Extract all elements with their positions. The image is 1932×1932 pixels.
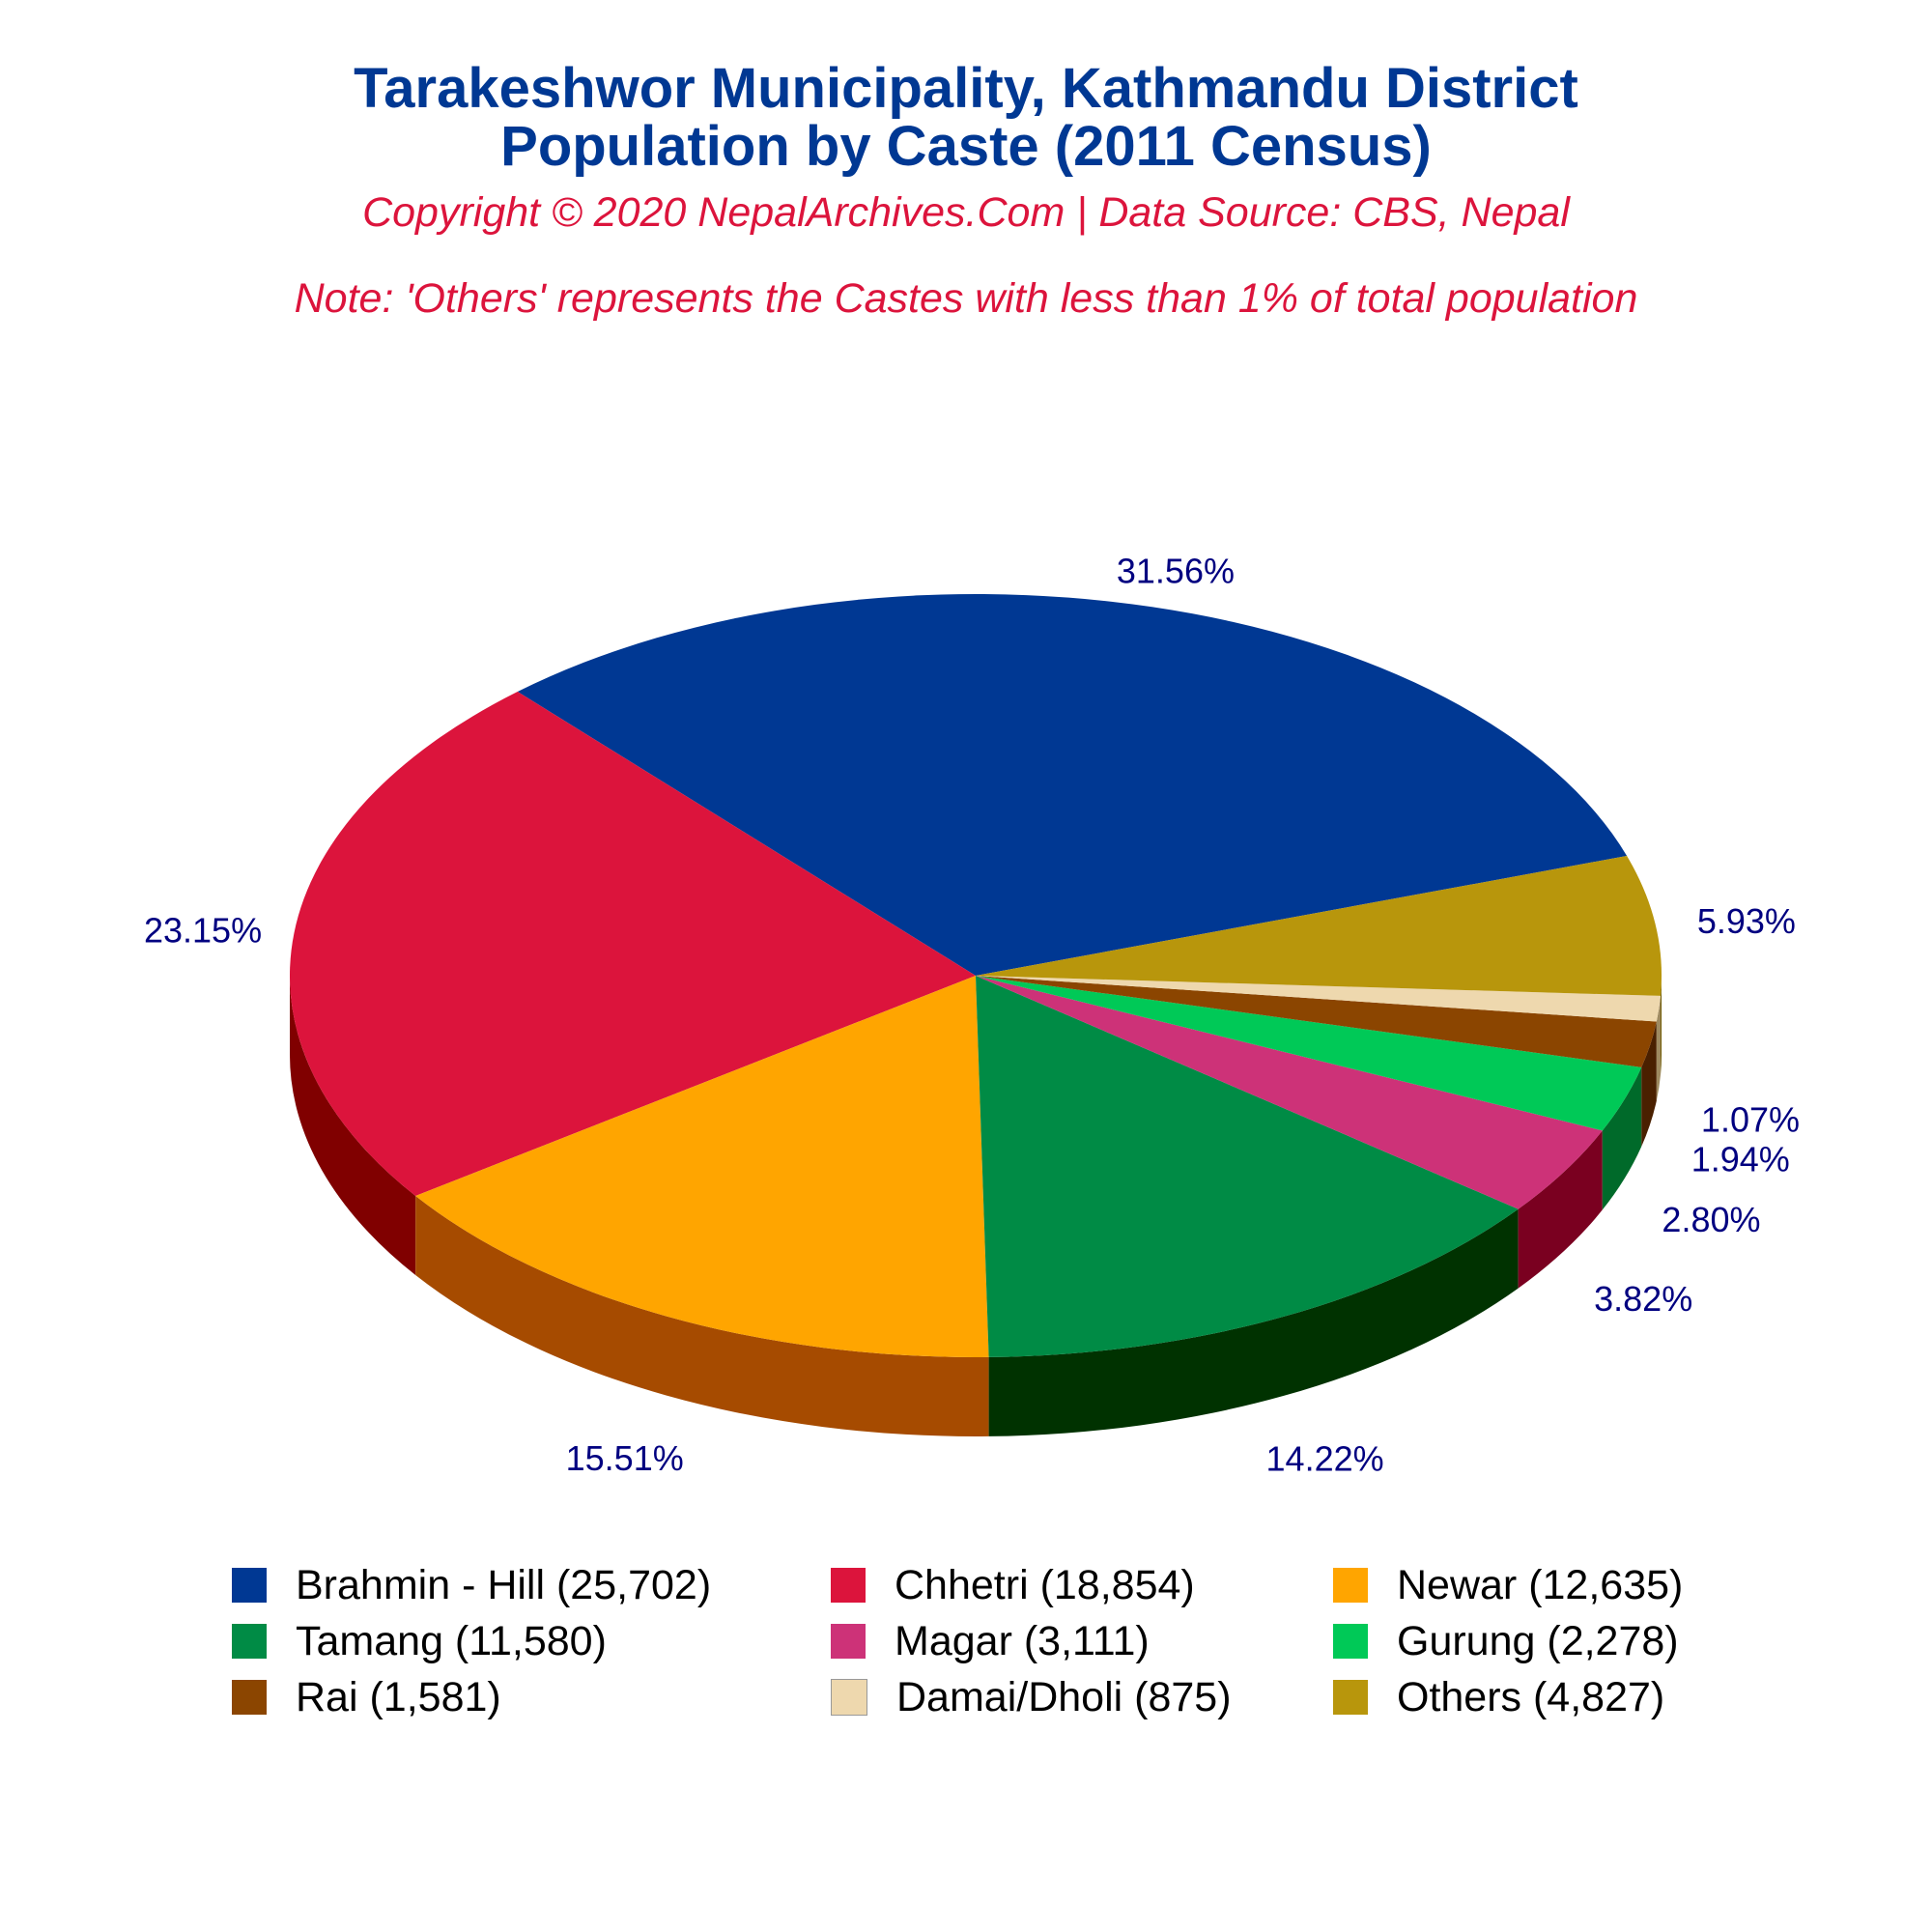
legend-item: Gurung (2,278)	[1333, 1613, 1777, 1669]
pie-percent-label: 14.22%	[1266, 1439, 1384, 1479]
pie-slice-side	[1518, 1130, 1603, 1289]
pie-slice	[976, 976, 1603, 1209]
legend-item: Magar (3,111)	[831, 1613, 1333, 1669]
pie-percent-label: 1.07%	[1701, 1100, 1800, 1140]
legend-swatch	[232, 1568, 267, 1603]
pie-labels: 31.56% 23.15% 15.51% 14.22% 3.82% 2.80% 1.94%1…	[144, 552, 1800, 1479]
legend: Brahmin - Hill (25,702) Chhetri (18,854)…	[232, 1557, 1777, 1725]
pie-slice	[290, 692, 977, 1196]
pie-percent-label: 1.94%	[1691, 1140, 1790, 1179]
legend-swatch	[1333, 1624, 1368, 1659]
pie-percent-label: 2.80%	[1662, 1200, 1760, 1239]
chart-header: Tarakeshwor Municipality, Kathmandu Dist…	[0, 60, 1932, 323]
legend-item: Chhetri (18,854)	[831, 1557, 1333, 1613]
legend-swatch	[831, 1679, 867, 1716]
legend-swatch	[831, 1568, 866, 1603]
pie-slice-side	[1661, 976, 1662, 1075]
legend-item: Rai (1,581)	[232, 1669, 831, 1725]
pie-slice	[976, 976, 1662, 1022]
legend-swatch	[232, 1624, 267, 1659]
legend-item: Brahmin - Hill (25,702)	[232, 1557, 831, 1613]
legend-label: Damai/Dholi (875)	[896, 1673, 1232, 1720]
chart-subtitle: Copyright © 2020 NepalArchives.Com | Dat…	[362, 189, 1570, 236]
legend-item: Damai/Dholi (875)	[831, 1669, 1333, 1725]
pie-slice	[976, 976, 1642, 1131]
legend-swatch	[232, 1680, 267, 1715]
pie-slice-side	[1602, 1066, 1642, 1210]
pie-slice-side	[1656, 995, 1662, 1101]
pie-slice-side	[415, 1195, 989, 1436]
legend-item: Newar (12,635)	[1333, 1557, 1777, 1613]
pie-slice	[976, 976, 1657, 1067]
chart-note: Note: 'Others' represents the Castes wit…	[294, 275, 1638, 322]
legend-item: Tamang (11,580)	[232, 1613, 831, 1669]
pie-percent-label: 5.93%	[1697, 901, 1796, 941]
legend-label: Tamang (11,580)	[296, 1617, 607, 1664]
legend-swatch	[1333, 1568, 1368, 1603]
pie-percent-label: 31.56%	[1117, 552, 1235, 591]
legend-label: Rai (1,581)	[296, 1673, 501, 1720]
pie-slice	[976, 855, 1662, 996]
pie-slice	[415, 976, 989, 1357]
legend-label: Chhetri (18,854)	[895, 1561, 1195, 1608]
legend-swatch	[831, 1624, 866, 1659]
legend-swatch	[1333, 1680, 1368, 1715]
chart-title-line-1: Tarakeshwor Municipality, Kathmandu Dist…	[354, 57, 1578, 120]
chart-title-line-2: Population by Caste (2011 Census)	[500, 115, 1432, 178]
legend-item: Others (4,827)	[1333, 1669, 1777, 1725]
legend-label: Gurung (2,278)	[1397, 1617, 1679, 1664]
pie-slice-side	[1641, 1021, 1657, 1147]
legend-label: Newar (12,635)	[1397, 1561, 1684, 1608]
legend-label: Brahmin - Hill (25,702)	[296, 1561, 712, 1608]
pie-slice	[976, 976, 1519, 1357]
pie-side-walls	[290, 976, 1662, 1436]
pie-slice-side	[988, 1208, 1519, 1436]
pie-slice-side	[290, 976, 416, 1275]
pie-percent-label: 23.15%	[144, 910, 262, 950]
pie-slice	[517, 594, 1628, 976]
pie-percent-label: 15.51%	[566, 1438, 684, 1478]
legend-label: Others (4,827)	[1397, 1673, 1665, 1720]
pie-top-faces	[290, 594, 1662, 1357]
pie-percent-label: 3.82%	[1594, 1279, 1692, 1319]
legend-label: Magar (3,111)	[895, 1617, 1150, 1664]
